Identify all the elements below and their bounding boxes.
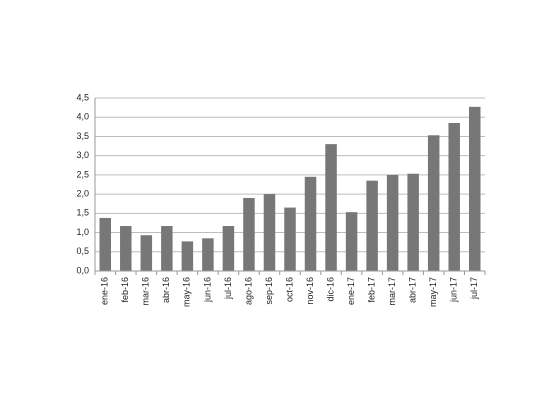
x-tick-label: ago-16 [243,277,253,305]
x-tick-label: jun-17 [449,277,459,303]
x-tick-label: oct-16 [284,277,294,302]
x-tick-label: mar-16 [141,277,151,306]
y-tick-label: 1,5 [76,208,89,218]
bar [427,135,440,271]
bar [448,122,460,271]
y-tick-label: 3,5 [76,131,89,141]
bar [345,212,358,271]
bar [468,106,481,271]
bar [325,144,337,271]
bar [202,238,214,271]
y-tick-label: 3,0 [76,150,89,160]
bar [161,226,173,271]
bar [386,174,399,271]
bar [222,226,235,271]
bar [243,197,255,271]
bar [366,180,378,271]
x-tick-label: may-17 [428,277,438,307]
x-tick-label: jul-17 [469,277,479,300]
x-tick-label: abr-16 [161,277,171,303]
y-tick-label: 2,5 [76,169,89,179]
y-tick-label: 2,0 [76,188,89,198]
y-tick-label: 0,5 [76,246,89,256]
bar [263,194,276,271]
x-tick-label: jul-16 [223,277,233,300]
x-tick-label: abr-17 [408,277,418,303]
x-tick-label: may-16 [182,277,192,307]
bar [304,176,317,271]
x-tick-label: jun-16 [202,277,212,303]
y-tick-label: 1,0 [76,227,89,237]
bar [284,207,296,271]
bar [120,226,132,271]
bar [99,217,112,271]
x-tick-label: ene-16 [100,277,110,305]
bar [407,173,419,271]
x-tick-label: nov-16 [305,277,315,305]
bar [181,241,194,271]
x-tick-label: dic-16 [325,277,335,302]
x-tick-label: ene-17 [346,277,356,305]
x-tick-label: mar-17 [387,277,397,306]
x-tick-label: feb-16 [120,277,130,303]
y-tick-label: 0,0 [76,265,89,275]
bar [140,235,153,271]
y-tick-label: 4,0 [76,112,89,122]
x-tick-label: sep-16 [264,277,274,305]
y-tick-label: 4,5 [76,92,89,102]
x-tick-label: feb-17 [366,277,376,303]
